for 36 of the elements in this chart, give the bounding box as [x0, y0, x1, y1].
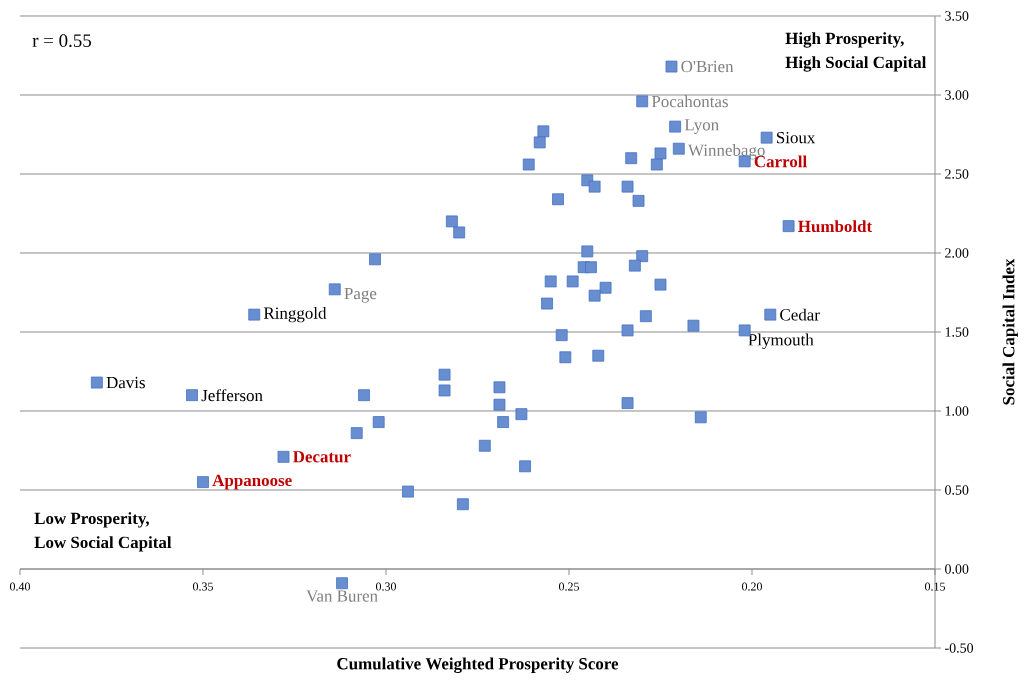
y-tick-label: 2.50 [945, 169, 969, 179]
annotation: Pocahontas [651, 95, 728, 108]
annotation: Plymouth [748, 333, 814, 350]
annotation: O'Brien [681, 60, 734, 73]
x-tick-label: 0.25 [558, 582, 579, 591]
annotation: Appanoose [212, 474, 292, 490]
y-tick-label: 0.50 [945, 485, 969, 495]
annotation: Decatur [293, 451, 351, 463]
annotation: r = 0.55 [32, 34, 92, 48]
x-tick-label: 0.30 [375, 582, 396, 591]
annotation: Page [344, 287, 377, 303]
y-tick-label: 1.00 [945, 406, 969, 416]
x-tick-label: 0.40 [9, 582, 30, 591]
y-tick-label: 1.50 [945, 327, 969, 337]
annotation: Lyon [684, 119, 719, 134]
annotation: Van Buren [306, 590, 378, 602]
annotation: Sioux [776, 131, 816, 144]
x-tick-label: 0.20 [741, 582, 762, 591]
x-tick-label: 0.35 [192, 582, 213, 591]
y-axis-title: Social Capital Index [1002, 258, 1018, 405]
annotation: Jefferson [201, 389, 263, 402]
x-tick-label: 0.15 [924, 582, 945, 591]
y-tick-label: 3.50 [945, 11, 969, 21]
annotation: Low Social Capital [34, 536, 172, 552]
annotation: Ringgold [263, 306, 327, 323]
x-axis-title: Cumulative Weighted Prosperity Score [337, 657, 619, 673]
annotation: Cedar [780, 308, 820, 321]
annotation: High Social Capital [785, 56, 927, 72]
annotation: Low Prosperity, [34, 512, 149, 528]
y-tick-label: 0.00 [945, 564, 969, 574]
y-tick-label: 3.00 [945, 90, 969, 100]
annotation: Humboldt [798, 220, 873, 233]
annotation: Davis [106, 376, 145, 389]
annotation: High Prosperity, [785, 32, 904, 48]
y-tick-label: -0.50 [945, 643, 974, 653]
y-tick-label: 2.00 [945, 248, 969, 258]
